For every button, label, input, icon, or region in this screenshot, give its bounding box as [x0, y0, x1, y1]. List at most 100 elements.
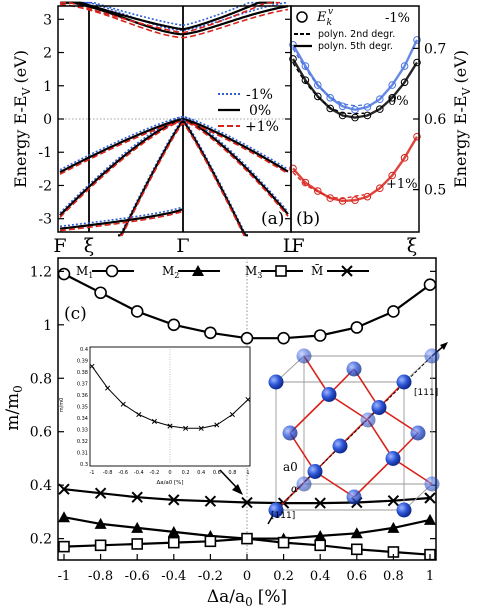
bond — [328, 393, 369, 421]
panel-b-point-+1% — [388, 171, 397, 180]
panel-b-fit2-+1% — [292, 171, 365, 200]
inset-plot-area — [89, 349, 251, 464]
panel-c-ytick-label: 0.2 — [30, 532, 52, 548]
atom — [307, 464, 323, 479]
bond — [353, 457, 394, 498]
panel-b-point-0% — [400, 78, 409, 87]
panel-a-ytick-label: -2 — [38, 178, 52, 194]
data-point-square — [314, 539, 327, 552]
legend-marker-circle — [296, 11, 308, 23]
inset-x-ticks: -1 -0.8 -0.6 -0.4 -0.2 0 0.2 0.4 0.6 0.8 1 — [90, 470, 250, 476]
legend-label-poly2: polyn. 2nd degr. — [318, 29, 395, 40]
panel-c-x-axis-label: Δa/a0 [%] — [207, 587, 287, 609]
crystal-label-111-top: [111] — [414, 388, 438, 398]
panel-c-ytick-label: 1.2 — [30, 264, 52, 280]
panel-b-annot-minus1: -1% — [385, 11, 410, 26]
data-point-circle — [94, 286, 107, 300]
data-point-square — [204, 535, 217, 548]
crystal-structure-illustration: [111] a0 α [111] — [267, 342, 448, 525]
panel-c-y-axis-label: m/m0 — [3, 385, 25, 431]
panel-b-point-+1% — [289, 164, 297, 173]
legend-label: M1 — [76, 264, 93, 280]
atom — [346, 361, 362, 377]
panel-b-point-0% — [301, 76, 310, 84]
atom — [282, 425, 298, 441]
data-point-triangle — [350, 527, 363, 539]
panel-b-point-0% — [326, 104, 335, 113]
legend-marker-square — [275, 265, 287, 277]
inset-point — [151, 418, 157, 425]
panel-b-fit2-0% — [292, 62, 365, 115]
panel-b-point--1% — [376, 95, 384, 104]
data-point-circle — [204, 326, 217, 340]
panel-a-tag: (a) — [261, 209, 284, 229]
atom — [268, 374, 284, 390]
inset-xtick-label: 1 — [246, 470, 249, 476]
panel-b-point--1% — [413, 36, 421, 44]
data-point-triangle — [167, 525, 180, 537]
panel-b-point-+1% — [376, 184, 384, 193]
panel-a-xtick-label: F — [53, 235, 66, 257]
panel-b-point--1% — [326, 94, 335, 102]
inset-ytick-label: 0.32 — [77, 439, 88, 445]
legend-label-ekv: Ekv — [316, 7, 333, 28]
panel-a-xtick-label: ξ — [84, 235, 94, 257]
inset-xtick-label: -1 — [90, 470, 95, 476]
inset-ytick-label: 0.31 — [77, 451, 88, 457]
data-point-triangle — [314, 529, 327, 541]
atom — [371, 400, 387, 415]
panel-c-ytick-label: 0.8 — [30, 371, 52, 387]
band-0-series-0 — [60, 1, 288, 31]
inset-point — [136, 411, 142, 418]
inset-chart: 0.40.390.380.370.360.350.340.330.320.310… — [59, 346, 251, 486]
band-5-series-2 — [59, 210, 183, 232]
panel-b-fit2--1% — [292, 48, 365, 107]
panel-c-xtick-label: 0.8 — [383, 569, 404, 584]
data-point-circle — [387, 305, 400, 318]
data-point-square — [94, 539, 107, 552]
inset-point — [105, 385, 111, 391]
panel-b-fit--1% — [291, 39, 419, 112]
bond — [289, 393, 330, 434]
inset-ytick-label: 0.4 — [80, 347, 88, 353]
inset-y-axis-label: m/m0 — [59, 398, 65, 413]
data-point-square — [58, 540, 70, 553]
panel-b-point-+1% — [314, 187, 322, 195]
panel-c-xtick-label: -1 — [58, 569, 71, 584]
inset-ytick-label: 0.39 — [77, 359, 88, 365]
data-point-triangle — [424, 513, 436, 525]
data-point-cross — [94, 487, 107, 499]
panel-b-plot-area — [289, 36, 421, 205]
legend-marker-circle — [105, 264, 119, 278]
crystal-label-111-bottom: [111] — [271, 511, 295, 521]
inset-point — [214, 422, 220, 428]
legend-label-poly5: polyn. 5th degr. — [318, 41, 393, 52]
bond — [303, 355, 330, 395]
data-point-circle — [167, 318, 181, 332]
atom — [424, 348, 440, 364]
data-point-triangle — [94, 517, 107, 529]
panel-a-ytick-label: 0 — [43, 112, 52, 128]
panel-b-tag: (b) — [296, 209, 320, 229]
panel-b-point--1% — [363, 103, 372, 111]
data-point-square — [241, 532, 253, 545]
inset-xtick-label: 0.4 — [197, 470, 205, 476]
inset-ytick-label: 0.36 — [77, 393, 88, 399]
atom — [396, 502, 412, 518]
data-point-square — [131, 538, 143, 550]
panel-a-ytick-label: 2 — [43, 46, 52, 62]
data-point-cross — [424, 492, 436, 504]
crystal-label-a0: a0 — [283, 460, 298, 474]
panel-c-xtick-label: 0.2 — [273, 569, 294, 584]
panel-c-x-ticks: -1 -0.8 -0.6 -0.4 -0.2 0 0.2 0.4 0.6 0.8 1 — [58, 554, 434, 584]
atom — [396, 374, 412, 390]
panel-b-point--1% — [388, 81, 397, 89]
panel-b-point-0% — [363, 111, 372, 120]
inset-xtick-label: -0.8 — [103, 470, 113, 476]
inset-point — [198, 425, 204, 431]
inset-y-ticks: 0.4 0.39 0.38 0.37 0.36 0.35 0.34 0.33 0.32 0.31 0… — [77, 347, 88, 468]
inset-xtick-label: 0.6 — [213, 470, 221, 476]
data-point-cross — [387, 494, 400, 507]
